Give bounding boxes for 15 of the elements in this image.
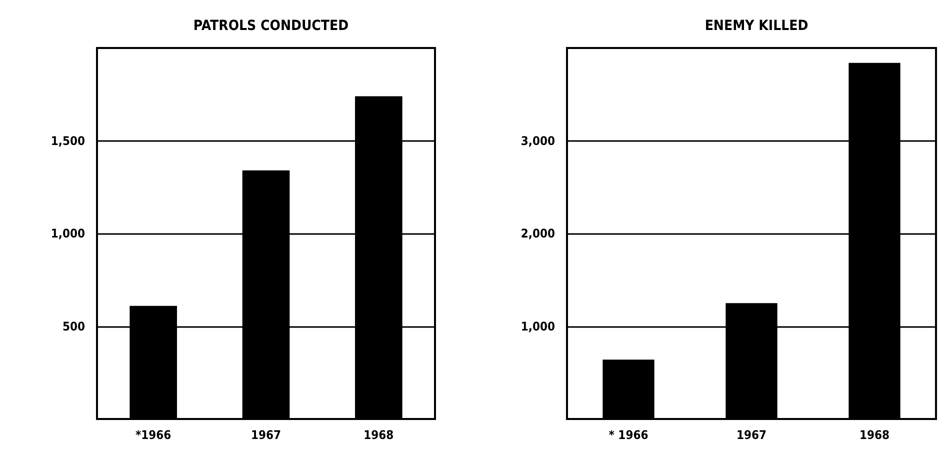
y-tick-label: 1,500 xyxy=(50,134,85,148)
x-tick-label: 1967 xyxy=(250,428,282,442)
y-tick-label: 1,000 xyxy=(50,226,85,240)
x-tick-label: 1968 xyxy=(859,428,890,442)
x-tick-label: * 1966 xyxy=(608,428,648,442)
y-tick-label: 1,000 xyxy=(520,319,555,334)
x-tick-label: *1966 xyxy=(135,428,172,442)
bar xyxy=(602,360,654,419)
y-tick-label: 500 xyxy=(62,319,85,334)
x-tick-label: 1967 xyxy=(736,428,767,442)
x-tick-label: 1968 xyxy=(364,428,394,442)
y-tick-label: 2,000 xyxy=(520,226,555,240)
chart-title: ENEMY KILLED xyxy=(704,18,808,34)
chart-title: PATROLS CONDUCTED xyxy=(193,18,349,34)
y-tick-label: 3,000 xyxy=(520,134,555,148)
